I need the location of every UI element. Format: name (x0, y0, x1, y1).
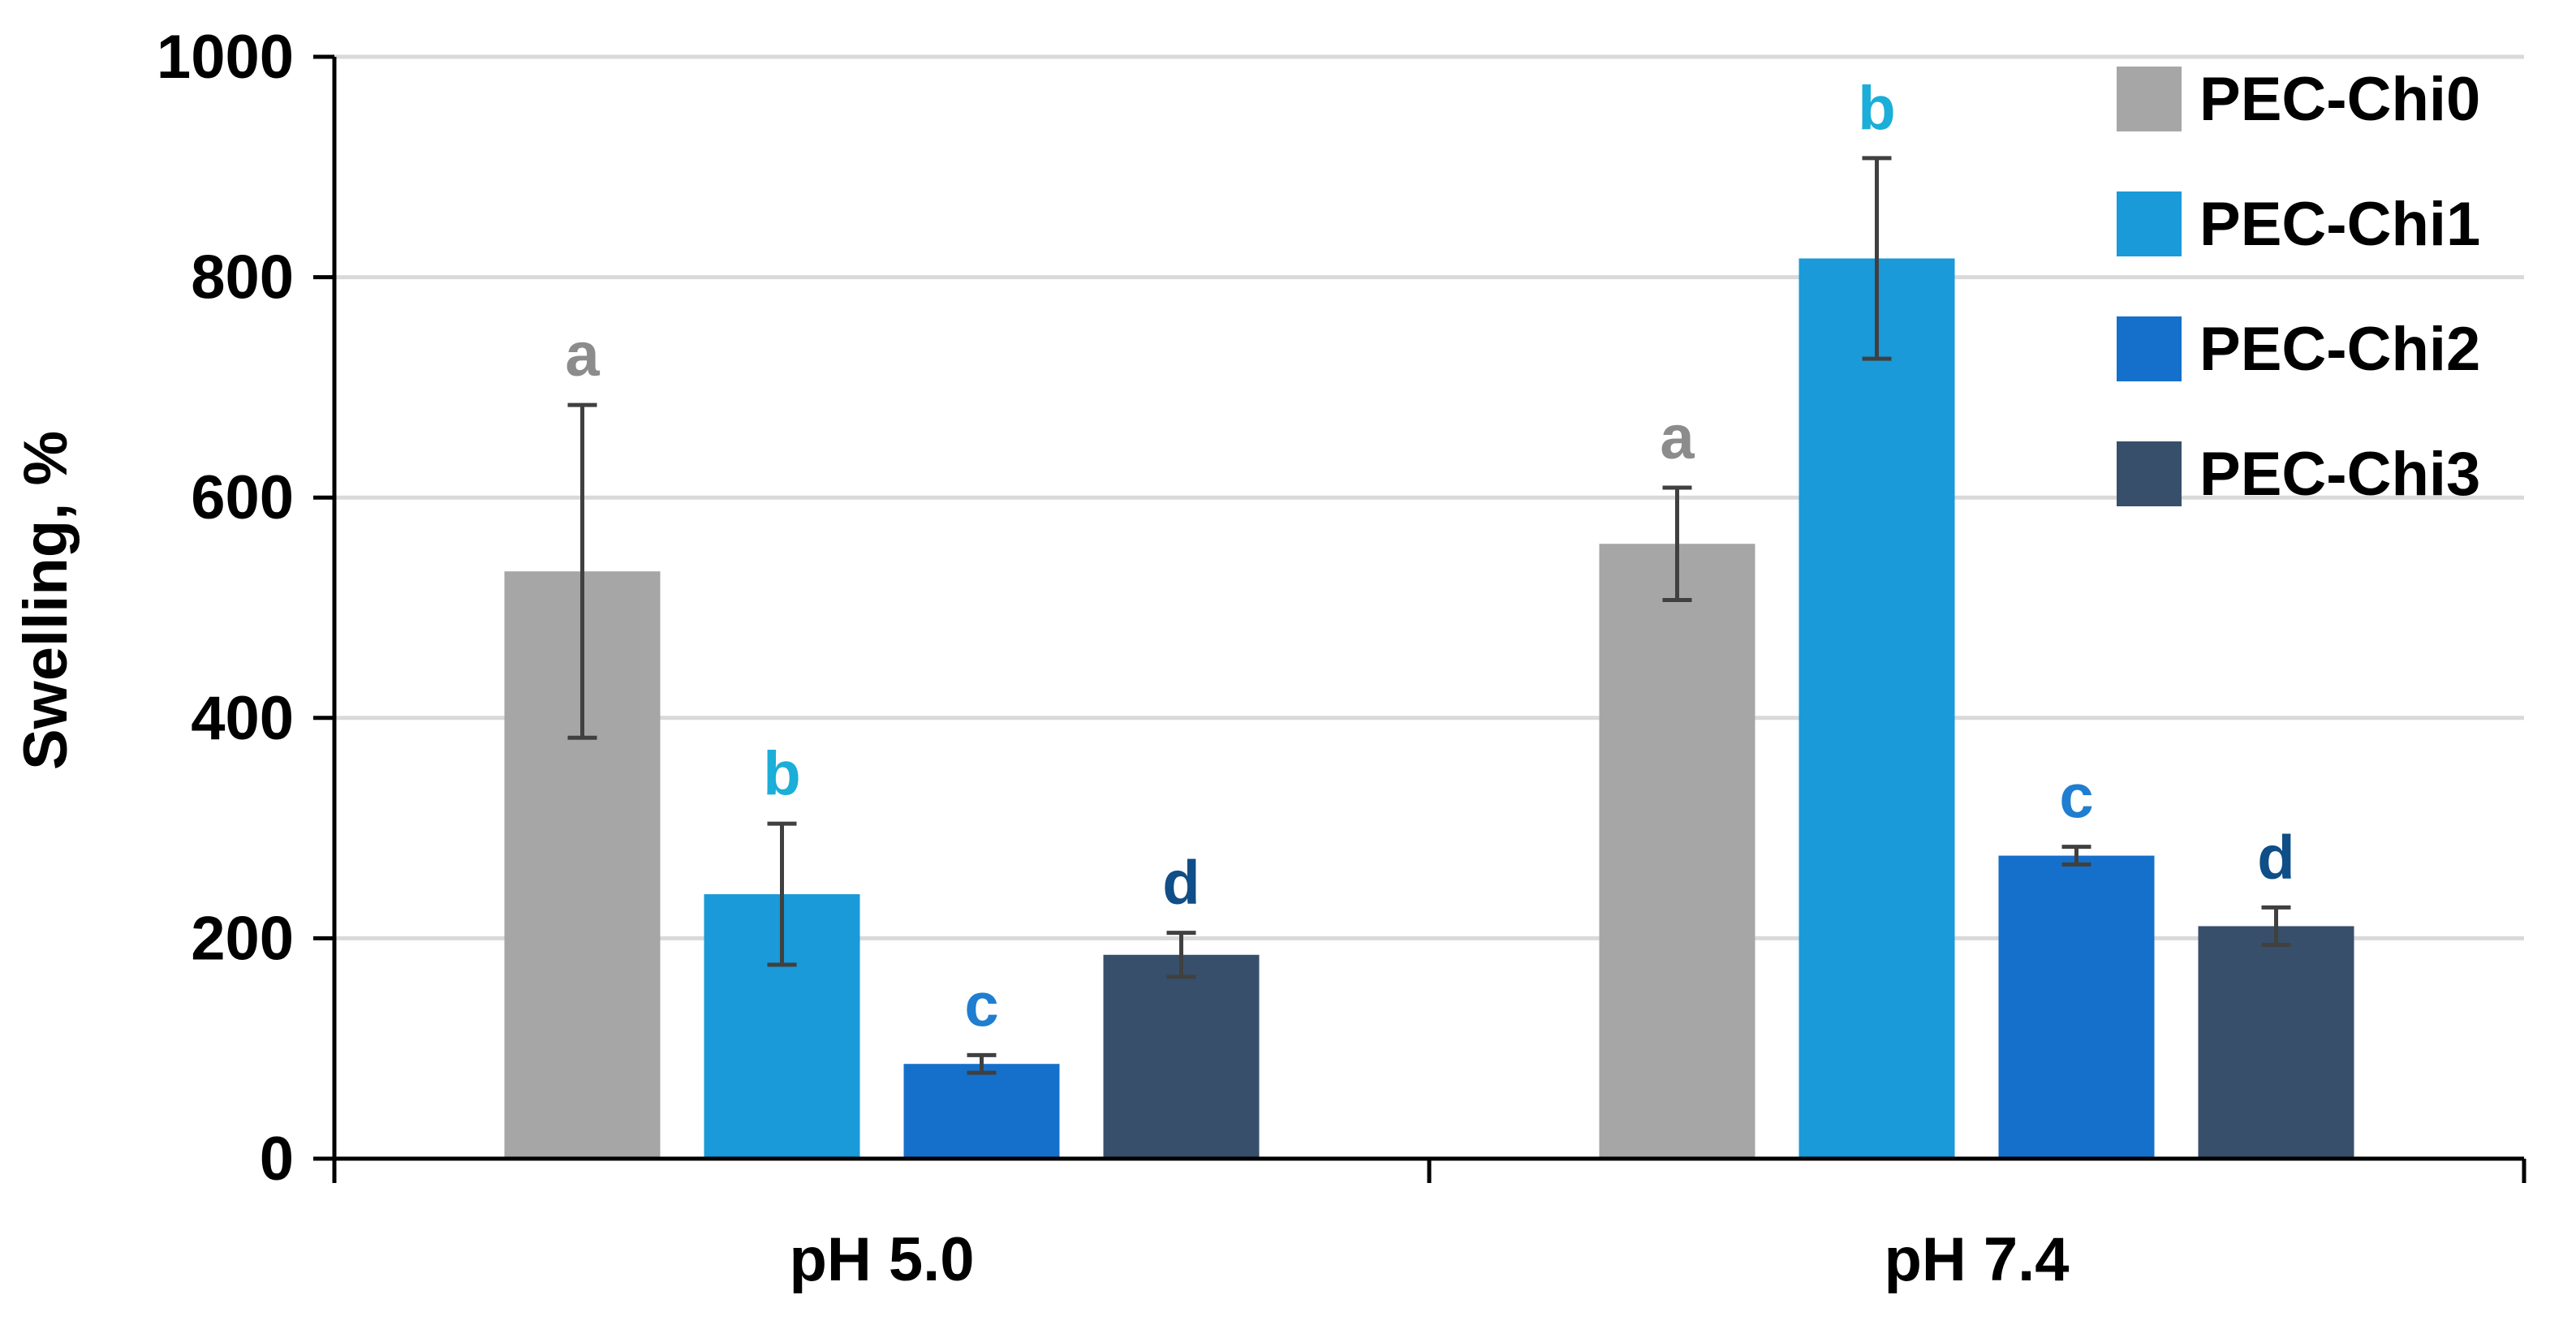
legend-label: PEC-Chi1 (2199, 190, 2480, 259)
legend-label: PEC-Chi0 (2199, 65, 2480, 134)
legend-swatch (2117, 191, 2182, 256)
y-tick-label: 600 (191, 463, 294, 532)
bar-pec-chi3 (1103, 954, 1260, 1159)
legend-swatch (2117, 67, 2182, 131)
significance-letter: b (1858, 74, 1895, 143)
error-bars (567, 156, 2291, 1075)
legend-swatch (2117, 316, 2182, 381)
y-tick-label: 200 (191, 904, 294, 973)
bars (504, 258, 2354, 1159)
legend-item: PEC-Chi1 (2117, 190, 2480, 259)
significance-letters: a b c d a b c d (565, 74, 2294, 1039)
x-tick-label: pH 5.0 (789, 1225, 974, 1294)
gridlines (334, 54, 2524, 940)
legend: PEC-Chi0 PEC-Chi1 PEC-Chi2 PEC-Chi3 (2117, 65, 2480, 509)
legend-label: PEC-Chi3 (2199, 440, 2480, 509)
y-tick-label: 400 (191, 684, 294, 753)
y-axis-label: Swelling, % (11, 431, 80, 770)
axes: 0 200 400 600 800 1000 pH 5.0 pH 7.4 (157, 23, 2526, 1294)
significance-letter: a (1660, 403, 1695, 472)
y-tick-label: 1000 (157, 23, 294, 92)
bar-pec-chi0 (1599, 544, 1755, 1159)
legend-swatch (2117, 441, 2182, 506)
legend-item: PEC-Chi2 (2117, 315, 2480, 384)
significance-letter: c (964, 970, 998, 1039)
legend-item: PEC-Chi0 (2117, 65, 2480, 134)
significance-letter: b (763, 739, 800, 808)
y-tick-label: 800 (191, 243, 294, 312)
significance-letter: c (2059, 763, 2093, 832)
bar-pec-chi2 (903, 1064, 1060, 1159)
bar-pec-chi1 (1798, 258, 1955, 1159)
legend-label: PEC-Chi2 (2199, 315, 2480, 384)
bar-pec-chi2 (1998, 855, 2155, 1159)
significance-letter: d (2257, 823, 2294, 892)
bar-pec-chi3 (2198, 926, 2354, 1159)
significance-letter: a (565, 320, 600, 389)
significance-letter: d (1162, 849, 1200, 918)
y-tick-label: 0 (260, 1125, 294, 1194)
legend-item: PEC-Chi3 (2117, 440, 2480, 509)
x-tick-label: pH 7.4 (1884, 1225, 2069, 1294)
